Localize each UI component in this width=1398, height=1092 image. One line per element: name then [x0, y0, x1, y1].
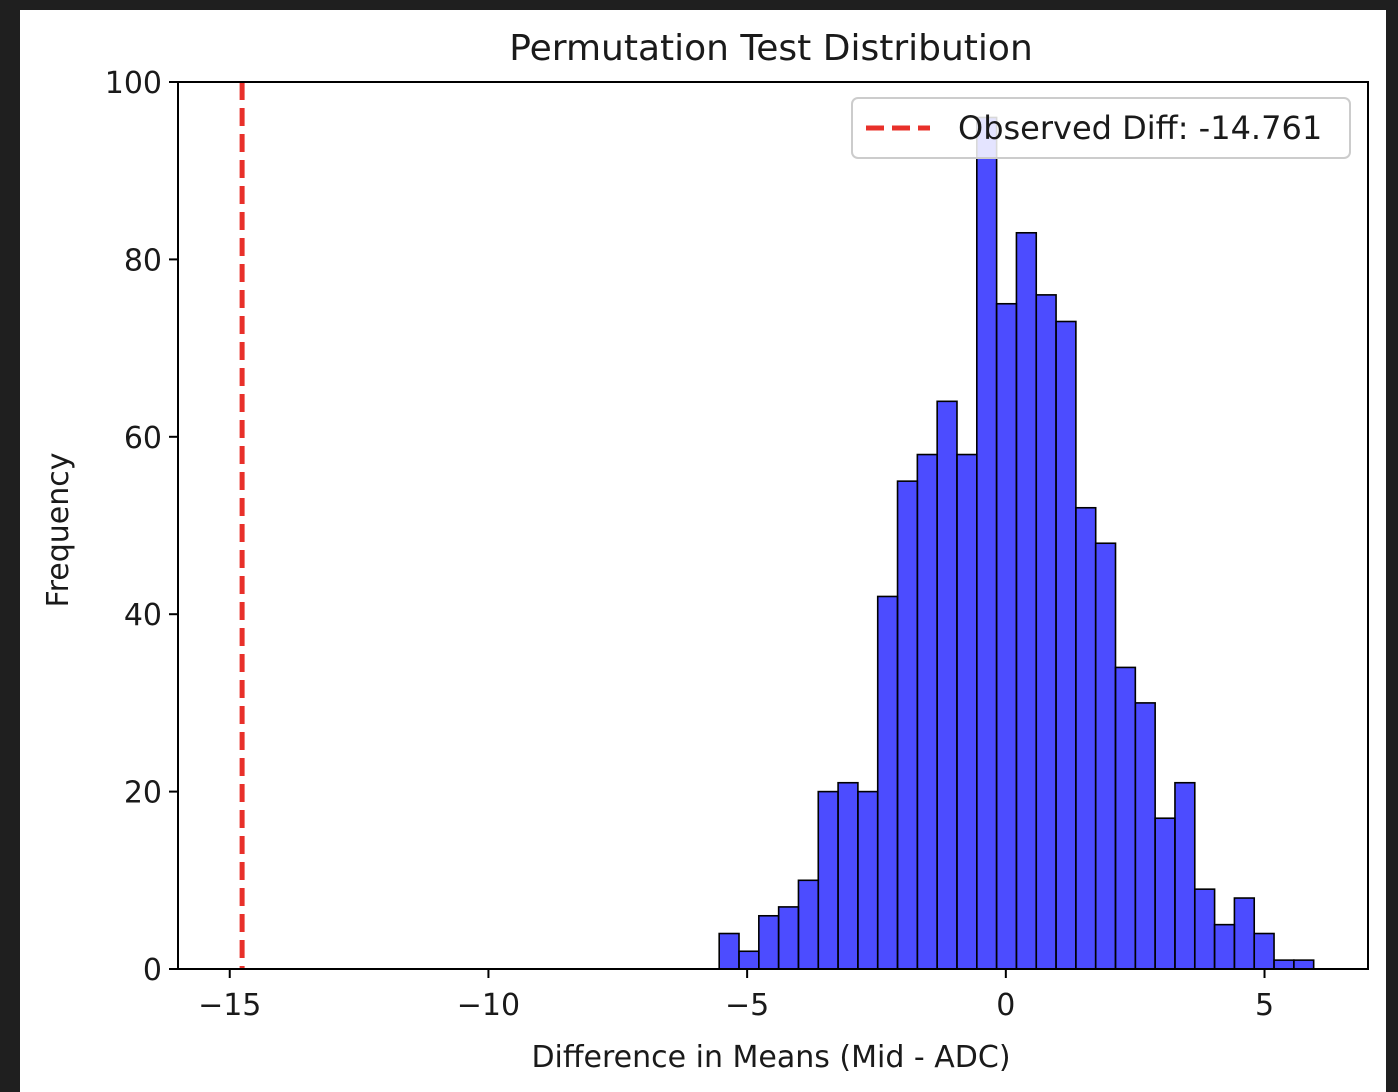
chart-figure: Permutation Test Distribution −15 −10 −5 0 5…: [20, 10, 1386, 1092]
histogram-bar-11: [916, 453, 938, 970]
histogram-bar-22: [1134, 702, 1156, 970]
x-tick-label: −10: [457, 988, 520, 1023]
histogram-bar-8: [857, 790, 879, 970]
x-tick-label: 5: [1255, 988, 1274, 1023]
histogram-bar-4: [777, 906, 800, 970]
x-tick-label: −5: [725, 988, 769, 1023]
y-axis-label: Frequency: [41, 453, 76, 608]
y-tick-label: 20: [124, 776, 162, 811]
histogram-bar-23: [1154, 817, 1176, 970]
histogram-bar-25: [1193, 888, 1216, 970]
histogram-chart: Permutation Test Distribution −15 −10 −5 0 5…: [41, 28, 1369, 1075]
histogram-bar-20: [1094, 542, 1117, 970]
histogram-bar-15: [995, 302, 1018, 970]
plot-area: [239, 82, 1315, 970]
histogram-bar-10: [896, 480, 919, 970]
histogram-bar-14: [976, 116, 998, 970]
histogram-bar-12: [936, 400, 958, 970]
chart-title: Permutation Test Distribution: [509, 28, 1033, 69]
y-tick-label: 0: [143, 953, 162, 988]
y-tick-label: 40: [124, 598, 162, 633]
y-tick-label: 60: [124, 421, 162, 456]
histogram-bar-27: [1233, 897, 1256, 970]
histogram-bar-30: [1293, 959, 1315, 970]
histogram-bar-17: [1035, 294, 1057, 970]
histogram-bar-1: [718, 932, 740, 970]
histogram-bar-3: [758, 914, 780, 970]
y-axis: 0 20 40 60 80 100: [105, 66, 178, 988]
histogram-bar-26: [1213, 923, 1236, 970]
x-tick-label: −15: [198, 988, 261, 1023]
histogram-bar-19: [1075, 506, 1097, 970]
histogram-bar-6: [817, 790, 839, 970]
legend-label-observed-diff: Observed Diff: -14.761: [958, 109, 1322, 147]
histogram-bar-2: [738, 950, 760, 970]
x-axis-label: Difference in Means (Mid - ADC): [531, 1040, 1010, 1075]
x-tick-label: 0: [996, 988, 1015, 1023]
histogram-bar-13: [956, 453, 978, 970]
x-axis: −15 −10 −5 0 5: [198, 969, 1274, 1023]
y-tick-label: 100: [105, 66, 162, 101]
legend-box: [851, 97, 1351, 159]
histogram-bar-9: [876, 595, 899, 970]
axes-frame: [177, 81, 1369, 970]
histogram-bar-21: [1114, 666, 1137, 970]
histogram-bar-7: [837, 781, 859, 970]
histogram-bar-5: [797, 879, 820, 970]
histogram-bar-18: [1055, 320, 1077, 970]
legend: Observed Diff: -14.761: [851, 97, 1351, 159]
histogram-bar-29: [1273, 959, 1295, 970]
histogram-bar-28: [1253, 932, 1275, 970]
y-tick-label: 80: [124, 243, 162, 278]
histogram-bar-24: [1174, 781, 1196, 970]
histogram-bar-16: [1015, 231, 1038, 970]
